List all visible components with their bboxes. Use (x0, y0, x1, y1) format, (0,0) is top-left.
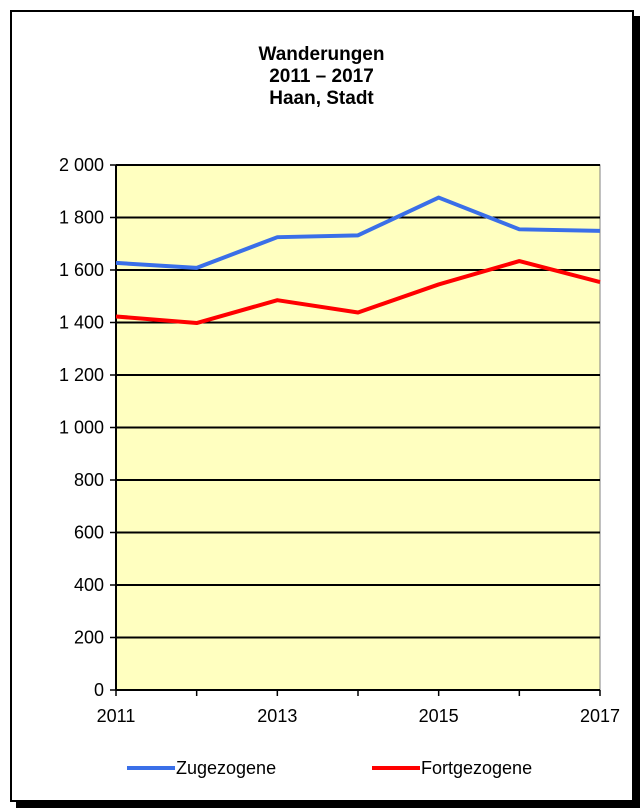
y-tick-label: 1 400 (59, 313, 104, 333)
y-tick-label: 1 800 (59, 208, 104, 228)
x-tick-label: 2015 (419, 706, 459, 726)
y-tick-label: 400 (74, 575, 104, 595)
y-tick-label: 600 (74, 523, 104, 543)
chart-title: Wanderungen 2011 – 2017 Haan, Stadt (0, 44, 643, 110)
legend-label-zugezogene: Zugezogene (176, 758, 276, 778)
chart-title-line-1: Wanderungen (258, 44, 385, 65)
y-tick-label: 800 (74, 470, 104, 490)
chart-title-line-3: Haan, Stadt (269, 88, 374, 109)
legend-label-fortgezogene: Fortgezogene (421, 758, 532, 778)
y-tick-label: 1 200 (59, 365, 104, 385)
y-tick-label: 1 600 (59, 260, 104, 280)
y-tick-label: 1 000 (59, 418, 104, 438)
x-tick-label: 2011 (97, 706, 136, 726)
x-tick-label: 2017 (580, 706, 620, 726)
y-tick-label: 0 (94, 680, 104, 700)
x-tick-label: 2013 (257, 706, 297, 726)
y-tick-label: 200 (74, 628, 104, 648)
y-tick-label: 2 000 (59, 155, 104, 175)
chart-title-line-2: 2011 – 2017 (269, 66, 374, 87)
